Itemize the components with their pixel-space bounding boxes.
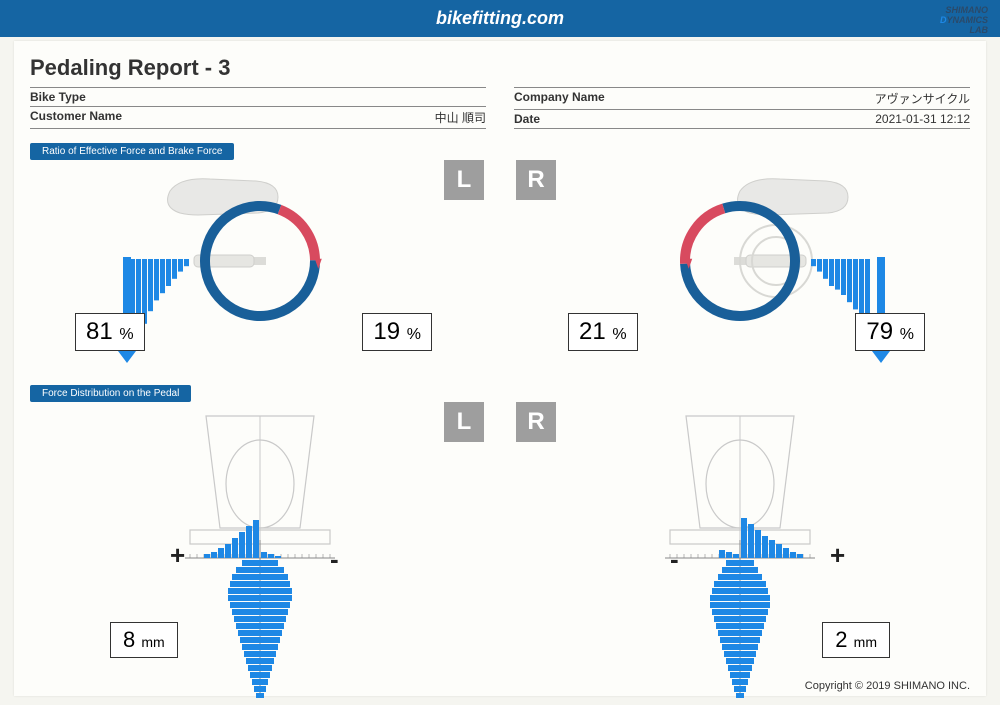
lr-label-left-2: L <box>444 402 484 442</box>
meta-table: Bike Type Customer Name 中山 順司 Company Na… <box>30 87 970 129</box>
effective-pct-right: 79 % <box>855 313 925 351</box>
panel-left: L 81 % 19 % <box>30 166 490 381</box>
meta-company: Company Name アヴァンサイクル <box>514 87 970 109</box>
minus-icon: - <box>330 544 339 575</box>
force-dist-left <box>30 408 490 698</box>
site-title: bikefitting.com <box>436 8 564 28</box>
page-title: Pedaling Report - 3 <box>30 55 970 81</box>
brand-logo: SHIMANO DYNAMICS LAB <box>940 6 988 36</box>
section2-panels: L + - 8 mm R - + 2 mm <box>30 408 970 698</box>
section1-panels: L 81 % 19 % R 21 % 79 % <box>30 166 970 381</box>
lr-label-right: R <box>516 160 556 200</box>
minus-icon: - <box>670 544 679 575</box>
plus-icon: + <box>830 540 845 571</box>
dist-panel-left: L + - 8 mm <box>30 408 490 698</box>
effective-pct-left: 81 % <box>75 313 145 351</box>
section2-tag: Force Distribution on the Pedal <box>30 385 191 402</box>
force-dist-right <box>510 408 970 698</box>
meta-bike-type: Bike Type <box>30 87 486 106</box>
plus-icon: + <box>170 540 185 571</box>
section1-tag: Ratio of Effective Force and Brake Force <box>30 143 234 160</box>
meta-date: Date 2021-01-31 12:12 <box>514 109 970 129</box>
meta-customer: Customer Name 中山 順司 <box>30 106 486 129</box>
copyright: Copyright © 2019 SHIMANO INC. <box>805 680 970 692</box>
offset-mm-left: 8 mm <box>110 622 178 658</box>
dist-panel-right: R - + 2 mm <box>510 408 970 698</box>
lr-label-left: L <box>444 160 484 200</box>
header-bar: bikefitting.com SHIMANO DYNAMICS LAB <box>0 0 1000 37</box>
brake-pct-right: 21 % <box>568 313 638 351</box>
brake-pct-left: 19 % <box>362 313 432 351</box>
page: Pedaling Report - 3 Bike Type Customer N… <box>14 41 986 696</box>
offset-mm-right: 2 mm <box>822 622 890 658</box>
panel-right: R 21 % 79 % <box>510 166 970 381</box>
lr-label-right-2: R <box>516 402 556 442</box>
